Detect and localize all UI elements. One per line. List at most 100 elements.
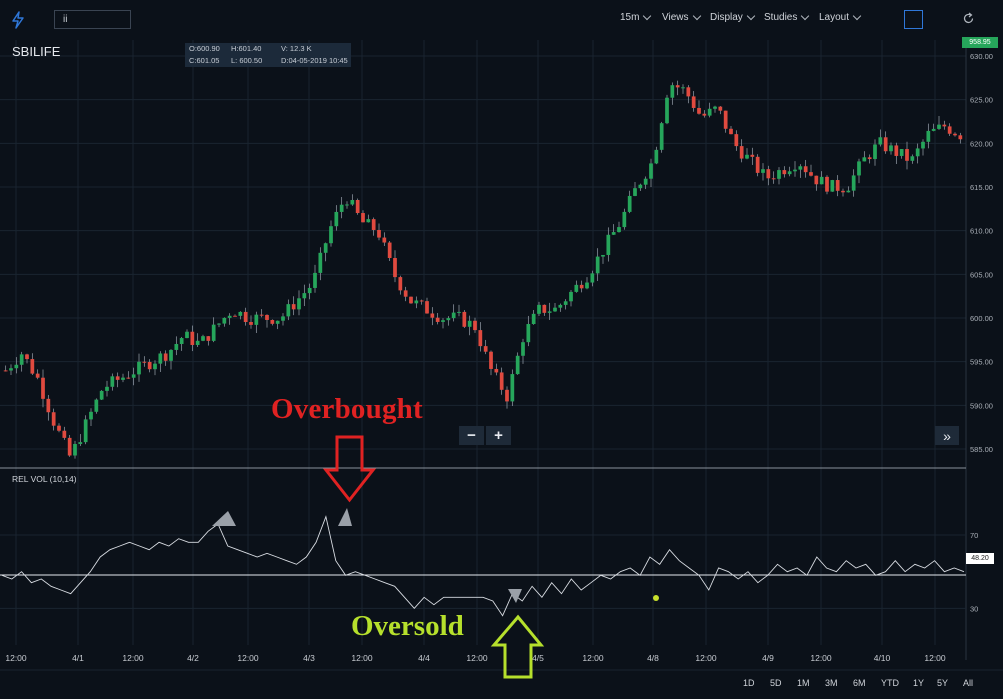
price-tick-label: 625.00 <box>970 96 993 105</box>
range-button-all[interactable]: All <box>963 678 974 688</box>
candle-body <box>857 161 861 176</box>
candle-body <box>851 175 856 191</box>
candle-body <box>9 368 13 371</box>
color-picker-button[interactable] <box>904 10 923 29</box>
candle-body <box>670 85 675 98</box>
time-tick-label: 4/2 <box>187 653 199 663</box>
candle-body <box>291 304 296 310</box>
refresh-icon[interactable] <box>962 12 975 25</box>
candle-body <box>638 184 643 189</box>
price-tick-label: 620.00 <box>970 139 993 148</box>
display-label: Display <box>710 12 743 23</box>
candle-body <box>654 149 659 164</box>
candle-body <box>846 190 851 193</box>
candle-body <box>446 318 451 321</box>
candle-body <box>62 430 67 438</box>
price-tick-label: 610.00 <box>970 227 993 236</box>
time-tick-label: 12:00 <box>351 653 373 663</box>
range-button-3m[interactable]: 3M <box>825 678 838 688</box>
candle-body <box>835 180 840 191</box>
candle-body <box>169 349 173 361</box>
candle-body <box>462 311 467 327</box>
ohlc-close: C:601.05 <box>189 56 220 65</box>
time-axis: 12:00 4/1 12:00 4/2 12:00 4/3 12:00 4/4 12:00 4/5… <box>0 653 1003 671</box>
candle-body <box>179 338 184 344</box>
candle-body <box>547 311 552 313</box>
candle-body <box>297 298 301 310</box>
candle-body <box>73 443 77 456</box>
candle-body <box>627 195 632 212</box>
lightning-logo-icon[interactable] <box>10 11 26 29</box>
candle-body <box>51 412 56 426</box>
candle-body <box>867 157 872 160</box>
interval-menu[interactable]: 15m <box>620 11 652 23</box>
candle-body <box>558 304 563 308</box>
candle-body <box>329 226 333 244</box>
candle-body <box>830 180 835 192</box>
candle-body <box>590 273 595 283</box>
candle-body <box>398 277 403 291</box>
candle-body <box>707 108 712 116</box>
rel-vol-study-label[interactable]: REL VOL (10,14) <box>12 474 77 484</box>
views-menu[interactable]: Views <box>662 11 701 23</box>
overbought-shading <box>338 508 352 526</box>
candle-body <box>505 389 509 402</box>
scroll-to-end-button[interactable]: » <box>935 426 959 445</box>
candle-body <box>563 301 568 305</box>
candle-body <box>153 363 157 370</box>
candle-body <box>99 390 104 400</box>
candle-body <box>841 190 845 193</box>
range-button-1d[interactable]: 1D <box>743 678 755 688</box>
candle-body <box>478 330 483 347</box>
candle-body <box>649 163 653 179</box>
candle-body <box>355 200 360 214</box>
candle-body <box>30 359 35 374</box>
zoom-out-button[interactable]: − <box>459 426 484 445</box>
time-tick-label: 12:00 <box>582 653 604 663</box>
candle-body <box>163 353 168 361</box>
range-button-1m[interactable]: 1M <box>797 678 810 688</box>
range-button-6m[interactable]: 6M <box>853 678 866 688</box>
range-button-ytd[interactable]: YTD <box>881 678 899 688</box>
candle-body <box>782 170 787 175</box>
display-menu[interactable]: Display <box>710 11 756 23</box>
candle-body <box>254 314 259 325</box>
range-button-5d[interactable]: 5D <box>770 678 782 688</box>
zoom-in-button[interactable]: + <box>486 426 511 445</box>
candle-body <box>665 97 669 124</box>
studies-menu[interactable]: Studies <box>764 11 810 23</box>
candle-body <box>211 324 216 341</box>
candle-body <box>14 364 19 369</box>
candle-body <box>195 340 200 345</box>
candle-body <box>702 113 707 116</box>
candle-body <box>617 227 621 233</box>
candle-body <box>691 96 696 108</box>
oversold-annotation: Oversold <box>351 610 464 642</box>
candle-body <box>697 107 701 114</box>
candle-body <box>734 134 739 147</box>
time-tick-label: 4/8 <box>647 653 659 663</box>
candle-body <box>201 336 205 341</box>
candle-body <box>302 293 307 299</box>
candle-body <box>723 110 728 129</box>
candle-body <box>521 342 525 356</box>
candle-body <box>873 144 877 160</box>
candle-body <box>158 353 163 364</box>
candle-body <box>787 171 792 175</box>
rel-vol-line <box>1 515 965 617</box>
candle-body <box>819 176 824 185</box>
symbol-search-input[interactable] <box>54 10 131 29</box>
candle-body <box>926 130 931 142</box>
price-tick-label: 600.00 <box>970 314 993 323</box>
candle-body <box>307 287 312 294</box>
layout-menu[interactable]: Layout <box>819 11 862 23</box>
range-button-1y[interactable]: 1Y <box>913 678 925 688</box>
candle-body <box>121 377 125 380</box>
candle-body <box>281 316 285 321</box>
candle-body <box>473 320 477 331</box>
candle-body <box>339 204 344 212</box>
price-tick-label: 590.00 <box>970 401 993 410</box>
candle-body <box>537 304 541 314</box>
range-button-5y[interactable]: 5Y <box>937 678 949 688</box>
